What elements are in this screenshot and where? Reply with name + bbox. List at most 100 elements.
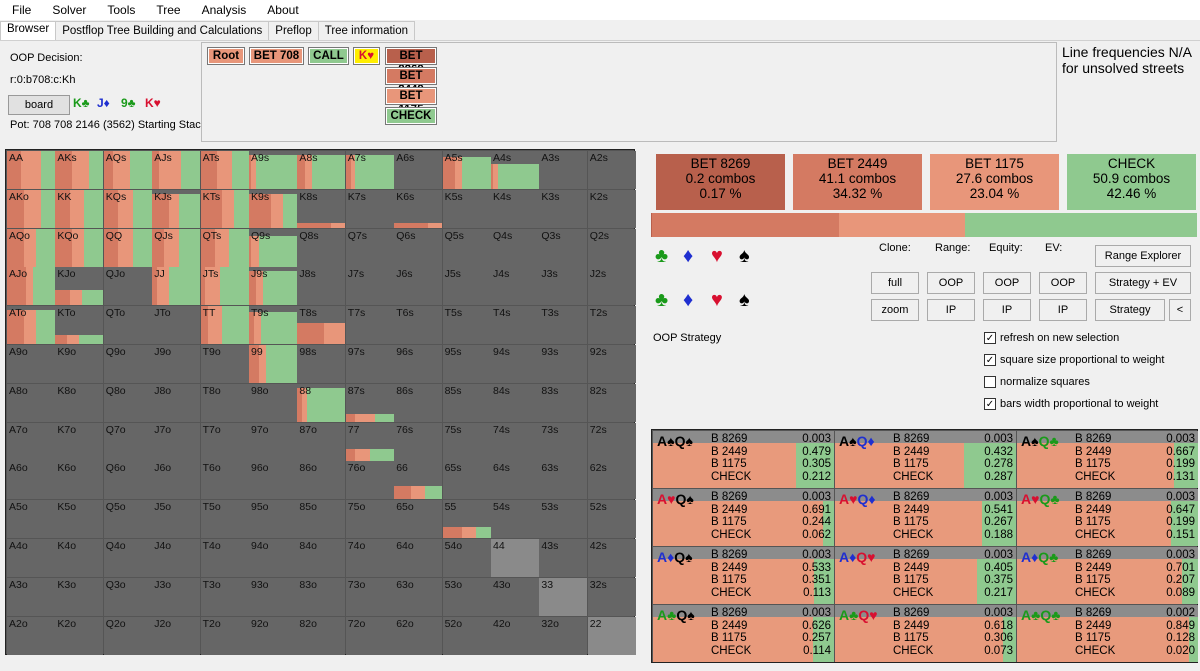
hand-cell[interactable]: 65o [394,500,443,539]
hand-cell[interactable]: AKs [55,151,104,189]
tree-option-check[interactable]: CHECK [385,107,437,125]
club-icon[interactable]: ♣ [655,289,669,311]
full-button[interactable]: full [871,272,919,294]
hand-cell[interactable]: K3s [539,189,588,228]
board-button[interactable]: board [8,95,70,115]
hand-cell[interactable]: Q4s [491,228,539,267]
hand-cell[interactable]: J3s [539,267,588,306]
hand-cell[interactable]: Q9o [103,345,152,383]
hand-cell[interactable]: K2s [587,189,636,228]
menu-tools[interactable]: Tools [107,3,136,17]
hand-cell[interactable]: J2s [587,267,636,306]
action-summary-check[interactable]: CHECK 50.9 combos 42.46 % [1067,154,1196,210]
combo-cell[interactable]: A♠Q♠ B 8269 0.003 B 2449 0.479 B 1175 0.305 CHE… [653,431,834,488]
hand-cell[interactable]: 75o [345,500,394,539]
zoom-button[interactable]: zoom [871,299,919,321]
hand-cell[interactable]: A2s [587,151,636,189]
range-oop-button[interactable]: OOP [927,272,975,294]
hand-cell[interactable]: 52s [587,500,636,539]
combo-cell[interactable]: A♥Q♣ B 8269 0.003 B 2449 0.647 B 1175 0.199 CHE… [1017,489,1198,546]
tree-option-bet-1175[interactable]: BET 1175 [385,87,437,116]
hand-cell[interactable]: 96o [249,461,297,500]
hand-cell[interactable]: KK [55,189,104,228]
hand-cell[interactable]: Q6s [394,228,443,267]
hand-cell[interactable]: QJs [152,228,201,267]
combo-cell[interactable]: A♦Q♠ B 8269 0.003 B 2449 0.533 B 1175 0.351 CHE… [653,547,834,604]
hand-cell[interactable]: 73o [345,577,394,616]
hand-cell[interactable]: J2o [152,616,201,655]
hand-cell[interactable]: KJs [152,189,201,228]
hand-cell[interactable]: K7o [55,422,104,461]
hand-cell[interactable]: QTs [200,228,249,267]
hand-cell[interactable]: A5s [442,151,491,189]
checkbox-box[interactable]: ✓ [984,354,996,366]
hand-cell[interactable]: 44 [491,539,539,577]
hand-cell[interactable]: A5o [7,500,55,539]
hand-cell[interactable]: 86s [394,383,443,422]
hand-cell[interactable]: 82s [587,383,636,422]
hand-cell[interactable]: Q8o [103,383,152,422]
hand-cell[interactable]: 85s [442,383,491,422]
hand-cell[interactable]: 32o [539,616,588,655]
menu-analysis[interactable]: Analysis [201,3,247,17]
hand-cell[interactable]: K8o [55,383,104,422]
tree-node-call[interactable]: CALL [308,47,349,65]
strategy-ev-button[interactable]: Strategy + EV [1095,272,1191,294]
hand-cell[interactable]: 98o [249,383,297,422]
checkbox-normalize-squares[interactable]: normalize squares [984,376,1090,388]
hand-cell[interactable]: 86o [297,461,346,500]
back-button[interactable]: < [1169,299,1191,321]
hand-cell[interactable]: AA [7,151,55,189]
hand-cell[interactable]: Q3o [103,577,152,616]
hand-cell[interactable]: Q2s [587,228,636,267]
hand-cell[interactable]: KQo [55,228,104,267]
hand-cell[interactable]: 22 [587,616,636,655]
heart-icon[interactable]: ♥ [711,289,723,311]
hand-cell[interactable]: 62s [587,461,636,500]
hand-cell[interactable]: 76o [345,461,394,500]
hand-cell[interactable]: 77 [345,422,394,461]
hand-cell[interactable]: K7s [345,189,394,228]
menu-about[interactable]: About [267,3,299,17]
tree-node-k-[interactable]: K♥ [353,47,380,65]
tab-tree-information[interactable]: Tree information [317,21,416,40]
hand-cell[interactable]: KQs [103,189,152,228]
hand-cell[interactable]: A8s [297,151,346,189]
hand-cell[interactable]: T7s [345,306,394,345]
hand-cell[interactable]: J7s [345,267,394,306]
hand-cell[interactable]: 83o [297,577,346,616]
checkbox-box[interactable]: ✓ [984,332,996,344]
hand-cell[interactable]: 92s [587,345,636,383]
hand-cell[interactable]: 93o [249,577,297,616]
hand-cell[interactable]: 54s [491,500,539,539]
hand-cell[interactable]: JJ [152,267,201,306]
hand-cell[interactable]: 42o [491,616,539,655]
combo-cell[interactable]: A♦Q♣ B 8269 0.003 B 2449 0.701 B 1175 0.207 CHE… [1017,547,1198,604]
hand-cell[interactable]: 63s [539,461,588,500]
hand-cell[interactable]: K2o [55,616,104,655]
hand-cell[interactable]: 53s [539,500,588,539]
hand-cell[interactable]: T6o [200,461,249,500]
hand-cell[interactable]: 87o [297,422,346,461]
menu-file[interactable]: File [12,3,32,17]
hand-cell[interactable]: J6o [152,461,201,500]
action-summary-bet-1175[interactable]: BET 1175 27.6 combos 23.04 % [930,154,1059,210]
hand-cell[interactable]: 83s [539,383,588,422]
hand-cell[interactable]: 42s [587,539,636,577]
hand-cell[interactable]: 93s [539,345,588,383]
range-explorer-button[interactable]: Range Explorer [1095,245,1191,267]
hand-cell[interactable]: 55 [442,500,491,539]
equity-oop-button[interactable]: OOP [983,272,1031,294]
hand-cell[interactable]: T4s [491,306,539,345]
range-ip-button[interactable]: IP [927,299,975,321]
hand-cell[interactable]: JTo [152,306,201,345]
hand-cell[interactable]: QTo [103,306,152,345]
hand-cell[interactable]: A3s [539,151,588,189]
combo-cell[interactable]: A♥Q♦ B 8269 0.003 B 2449 0.541 B 1175 0.267 CHE… [835,489,1016,546]
hand-cell[interactable]: T4o [200,539,249,577]
hand-cell[interactable]: Q7o [103,422,152,461]
hand-cell[interactable]: 87s [345,383,394,422]
hand-cell[interactable]: 66 [394,461,443,500]
hand-cell[interactable]: K4s [491,189,539,228]
hand-cell[interactable]: J3o [152,577,201,616]
